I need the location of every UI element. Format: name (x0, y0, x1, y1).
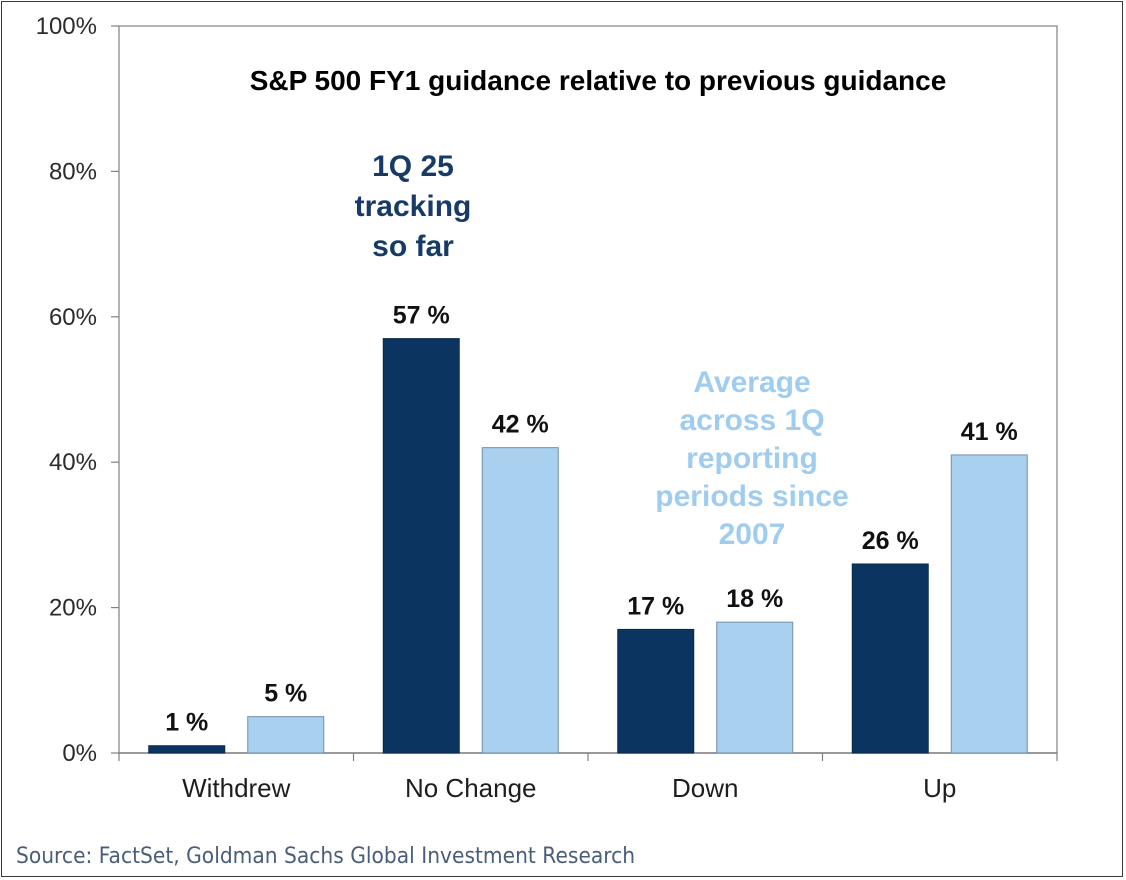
data-label: 41 % (961, 418, 1018, 446)
y-tick-label: 80% (49, 158, 97, 185)
category-labels: Withdrew No Change Down Up (182, 773, 956, 803)
bar (481, 447, 559, 754)
category-label: Withdrew (182, 773, 291, 803)
y-tick-label: 20% (49, 595, 97, 622)
y-tick-label: 100% (36, 13, 97, 40)
category-label: Up (923, 773, 956, 803)
bar (716, 621, 794, 754)
bar (247, 716, 325, 754)
data-label: 42 % (492, 411, 549, 439)
y-tick-label: 60% (49, 304, 97, 331)
data-label: 18 % (726, 585, 783, 613)
bar (382, 338, 460, 754)
data-label: 1 % (165, 709, 208, 737)
category-label: No Change (405, 773, 537, 803)
annotation-line: tracking (355, 190, 472, 223)
source-note: Source: FactSet, Goldman Sachs Global In… (16, 844, 636, 869)
annotation-line: 1Q 25 (372, 150, 454, 183)
bar (148, 745, 226, 754)
x-axis (118, 752, 1058, 761)
y-tick-label: 0% (62, 740, 97, 767)
bar (851, 563, 929, 754)
data-label: 57 % (393, 302, 450, 330)
chart-title: S&P 500 FY1 guidance relative to previou… (250, 65, 947, 96)
bar (617, 628, 695, 754)
annotation-1q25: 1Q 25 tracking so far (355, 150, 472, 263)
annotation-average: Average across 1Q reporting periods since 20… (655, 366, 848, 551)
bar (950, 454, 1028, 754)
annotation-line: so far (372, 230, 454, 263)
bars (148, 338, 1028, 754)
y-tick-label: 40% (49, 449, 97, 476)
annotation-line: reporting (686, 442, 818, 475)
category-label: Down (672, 773, 738, 803)
data-label: 5 % (264, 680, 307, 708)
y-axis: 0% 20% 40% 60% 80% 100% (36, 13, 119, 767)
annotation-line: Average (693, 366, 810, 399)
annotation-line: periods since (655, 480, 848, 513)
data-label: 26 % (862, 527, 919, 555)
value-labels: 1 % 5 % 57 % 42 % 17 % 18 % 26 % 41 % (165, 302, 1018, 737)
data-label: 17 % (627, 592, 684, 620)
annotation-line: across 1Q (679, 404, 824, 437)
annotation-line: 2007 (719, 518, 786, 551)
